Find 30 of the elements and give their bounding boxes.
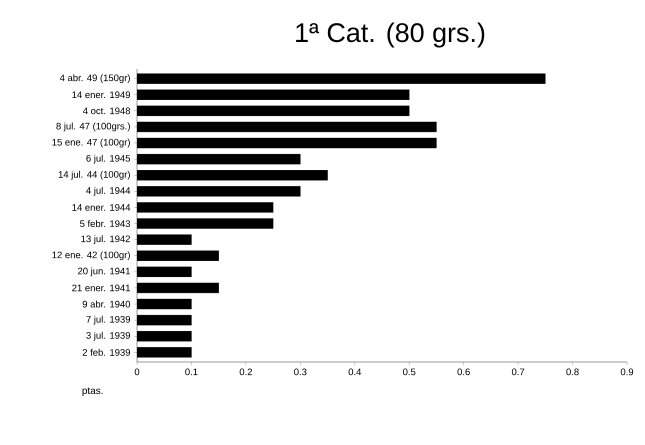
y-tick-label: 21 ener. 1941 (72, 284, 130, 292)
y-tick-label: 8 jul. 47 (100grs.) (56, 122, 130, 132)
y-tick-label: 14 ener. 1944 (72, 204, 130, 211)
x-axis-title: ptas. (82, 388, 103, 396)
x-tick-label: 0.8 (566, 368, 579, 376)
y-tick-label: 9 abr. 1940 (82, 300, 130, 308)
x-tick-label: 0.1 (185, 368, 198, 376)
y-tick-label: 5 febr. 1943 (80, 220, 130, 228)
y-tick-label: 7 jul. 1939 (86, 316, 130, 325)
y-tick-label: 13 jul. 1942 (81, 235, 130, 244)
y-tick-label: 14 ener. 1949 (72, 91, 130, 98)
x-tick-label: 0.5 (403, 368, 416, 376)
y-tick-label: 15 ene. 47 (100gr) (52, 138, 130, 148)
y-tick-label: 4 abr. 49 (150gr) (60, 74, 130, 84)
x-tick-label: 0.6 (457, 368, 470, 376)
chart-title: 1ª Cat. (80 grs.) (296, 22, 484, 48)
y-tick-label: 6 jul. 1945 (86, 154, 130, 164)
y-tick-label: 4 jul. 1944 (86, 186, 130, 196)
x-tick-label: 0.3 (294, 368, 306, 376)
y-tick-label: 3 jul. 1939 (86, 332, 130, 341)
y-tick-label: 12 ene. 42 (100gr) (52, 251, 130, 260)
x-tick-label: 0 (134, 368, 140, 376)
x-tick-label: 0.9 (620, 368, 634, 376)
x-tick-label: 0.2 (240, 368, 252, 376)
y-tick-label: 4 oct. 1948 (82, 107, 130, 114)
y-tick-label: 2 feb. 1939 (82, 348, 130, 356)
y-tick-label: 20 jun. 1941 (78, 267, 130, 276)
y-tick-label: 14 jul. 44 (100gr) (58, 170, 130, 180)
x-tick-label: 0.7 (512, 368, 524, 376)
x-tick-label: 0.4 (348, 368, 362, 376)
